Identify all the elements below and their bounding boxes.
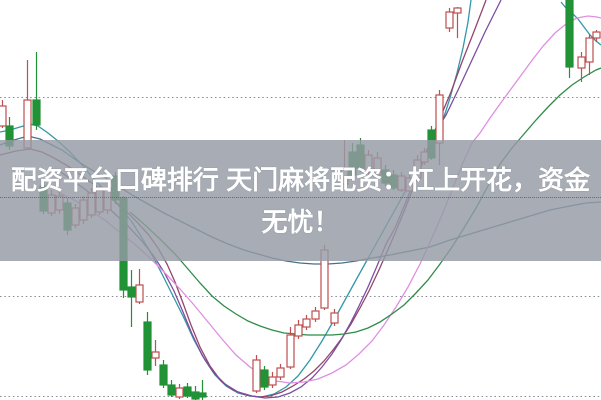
headline-line-1: 配资平台口碑排行 天门麻将配资：杠上开花，资金 [10,164,591,195]
headline-overlay: 配资平台口碑排行 天门麻将配资：杠上开花，资金 无忧！ [0,140,601,261]
ma-dark-green [129,67,601,336]
ma-pink [57,15,601,384]
headline-line-2: 无忧！ [261,206,340,237]
grid-line-in-band [0,197,601,198]
